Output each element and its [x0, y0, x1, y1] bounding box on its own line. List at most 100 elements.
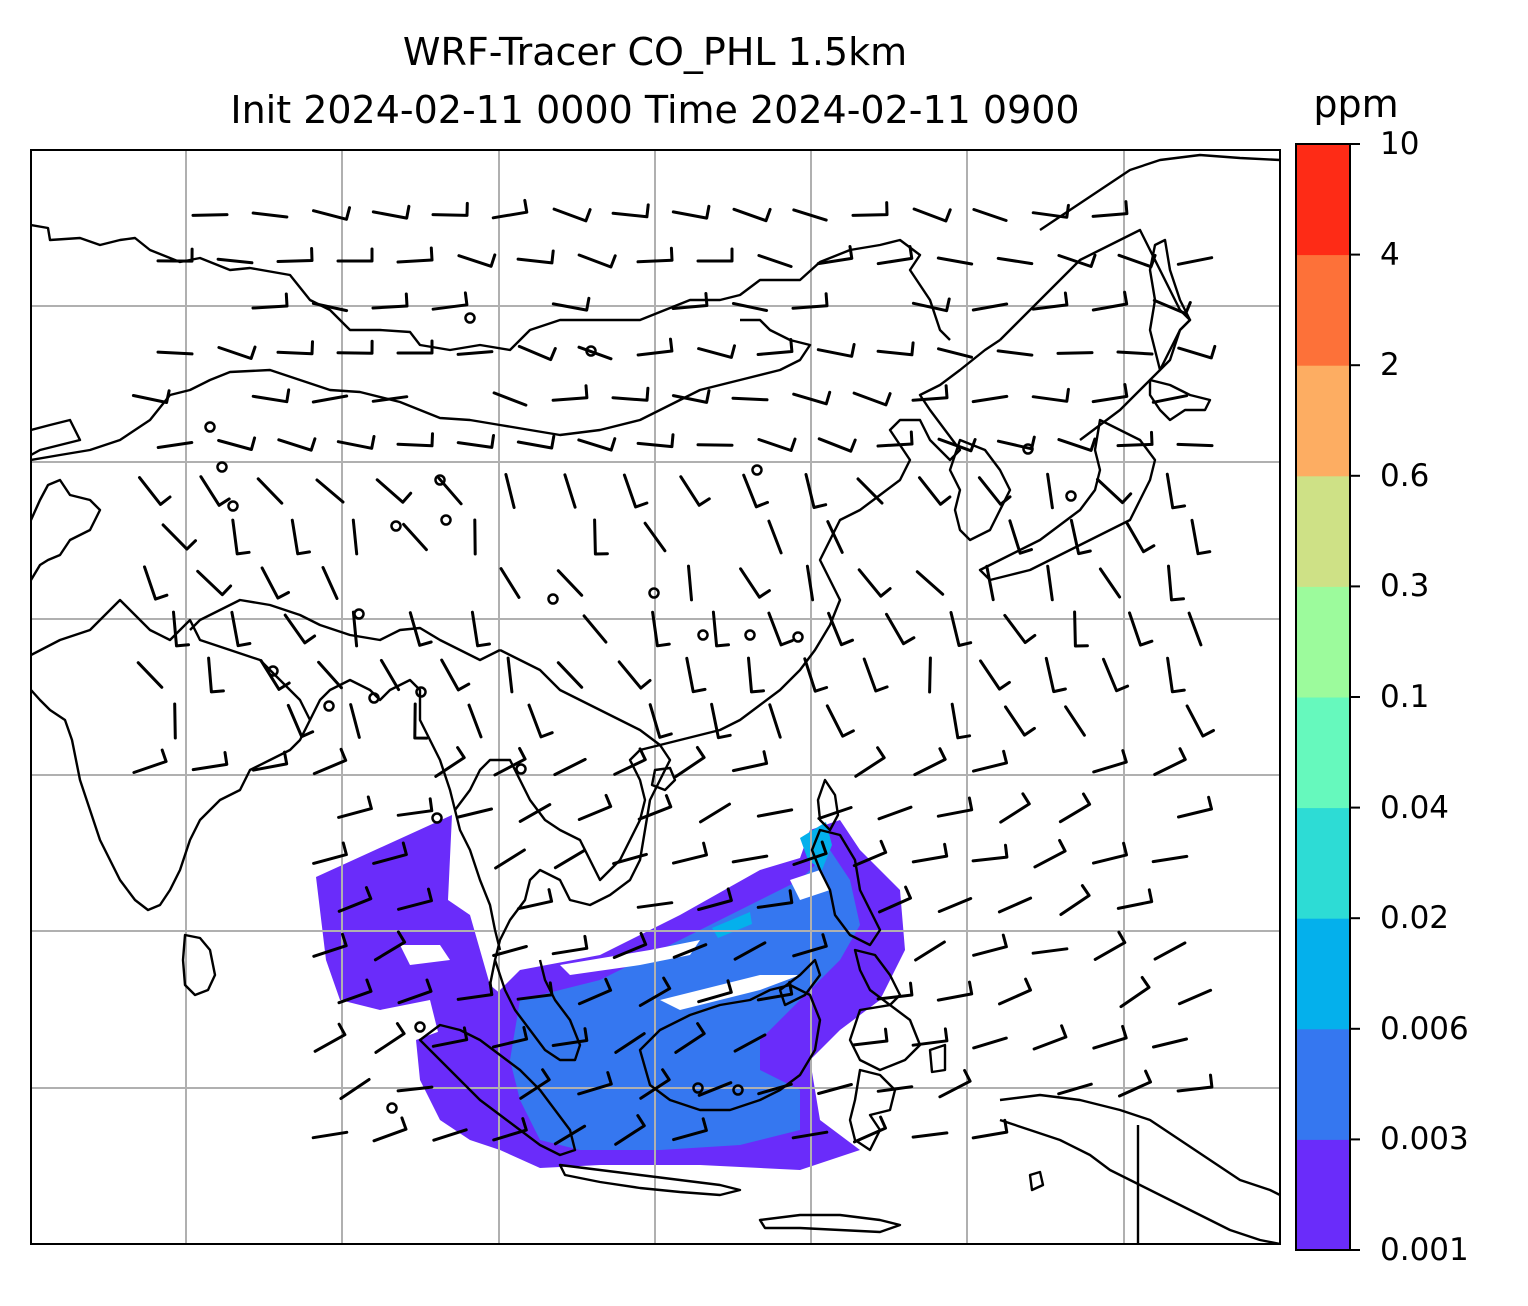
wind-barb: [1091, 200, 1129, 218]
wind-barb: [290, 518, 311, 556]
wind-barb: [517, 344, 557, 362]
wind-barb: [791, 292, 829, 310]
calm-wind-marker: [697, 629, 709, 641]
wind-barb: [276, 340, 314, 356]
wind-barb: [311, 394, 349, 404]
wind-barb: [697, 1081, 733, 1097]
wind-barb: [286, 703, 315, 739]
calm-wind-marker: [414, 1021, 426, 1033]
wind-barb: [977, 476, 1012, 506]
wind-barb: [1116, 888, 1154, 910]
calm-wind-marker: [434, 474, 446, 486]
wind-barb: [936, 796, 974, 818]
wind-barb: [1153, 747, 1187, 776]
calm-wind-marker: [744, 629, 756, 641]
wind-barb: [351, 518, 359, 556]
wind-barb: [757, 254, 793, 268]
wind-barb: [277, 437, 317, 452]
wind-barb: [911, 1027, 949, 1047]
calm-wind-marker: [440, 514, 452, 526]
wind-barb: [1152, 298, 1192, 316]
colorbar-segment: [1296, 586, 1350, 698]
colorbar-tick-label: 0.6: [1380, 457, 1430, 494]
wind-barb: [614, 1114, 646, 1146]
wind-barb: [312, 206, 351, 221]
calm-wind-marker: [585, 345, 597, 357]
wind-barb: [1091, 290, 1129, 312]
wind-barb: [431, 1026, 469, 1048]
wind-barb: [143, 565, 169, 601]
wind-barb: [1046, 564, 1054, 602]
wind-barb: [851, 1027, 889, 1047]
wind-barb: [337, 795, 373, 819]
wind-barb: [1096, 477, 1133, 505]
wind-barb: [312, 932, 348, 958]
colorbar-segment: [1296, 697, 1350, 809]
wind-barb: [432, 1128, 468, 1142]
wind-barb: [1116, 350, 1154, 356]
calm-wind-marker: [648, 587, 660, 599]
colorbar-tick-label: 2: [1380, 347, 1400, 384]
wind-barb: [408, 611, 433, 647]
wind-barb: [816, 343, 856, 358]
wind-barb: [371, 204, 411, 220]
map-gridlines: [31, 150, 1280, 1244]
wind-barb: [679, 475, 711, 507]
wind-barb: [825, 704, 855, 738]
coast-sri-lanka: [181, 933, 217, 997]
wind-barb: [972, 933, 1008, 957]
wind-barb: [949, 611, 973, 647]
wind-barb: [792, 933, 828, 958]
wind-barb: [1117, 253, 1157, 269]
wind-barb: [971, 843, 1009, 863]
wind-barbs: [131, 198, 1217, 1146]
calm-wind-marker: [751, 464, 763, 476]
wind-barb: [792, 208, 828, 222]
coast-indochina: [454, 743, 672, 986]
wind-barb: [911, 297, 951, 313]
wind-barb: [756, 889, 794, 909]
coast-china-east: [659, 339, 1001, 747]
wind-barb: [276, 247, 314, 263]
wind-barb: [336, 247, 374, 263]
wind-barb: [1176, 1073, 1214, 1093]
wind-barb: [1003, 613, 1037, 645]
colorbar-tick-label: 0.006: [1380, 1010, 1469, 1047]
wind-barb: [1151, 854, 1189, 864]
colorbar-segment: [1296, 254, 1350, 366]
calm-wind-marker: [515, 763, 527, 775]
calm-wind-marker: [464, 312, 476, 324]
wind-barb: [937, 437, 977, 453]
border-china-south: [499, 648, 661, 746]
wind-barb: [611, 386, 650, 402]
wind-barb: [156, 441, 194, 449]
wind-barb: [918, 476, 952, 506]
wind-barb: [674, 1022, 706, 1054]
wind-barb: [862, 657, 889, 693]
coast-palawan: [778, 958, 822, 1007]
wind-barb: [516, 981, 554, 1001]
wind-barb: [636, 337, 674, 357]
wind-barb: [372, 841, 408, 865]
wind-barb: [1073, 610, 1089, 648]
colorbar-tick-label: 0.1: [1380, 679, 1430, 715]
wind-barb: [373, 930, 407, 962]
wind-barb: [196, 569, 233, 597]
wind-barb: [1064, 705, 1086, 737]
coast-new-guinea: [999, 1093, 1280, 1197]
wind-barb: [457, 807, 493, 819]
wind-barb: [1069, 518, 1092, 556]
wind-barb: [312, 747, 348, 776]
wind-barb: [1153, 941, 1187, 961]
wind-barb: [768, 703, 782, 739]
coast-india: [31, 598, 312, 912]
wind-barb: [1059, 884, 1091, 916]
wind-barb: [1031, 291, 1069, 311]
calm-wind-marker: [431, 812, 443, 824]
wind-barb: [132, 748, 168, 774]
wind-barb: [911, 384, 949, 402]
wind-barb: [637, 794, 673, 821]
wind-barb: [792, 390, 832, 406]
wind-barb: [379, 658, 401, 692]
wind-barb: [1177, 988, 1213, 1006]
